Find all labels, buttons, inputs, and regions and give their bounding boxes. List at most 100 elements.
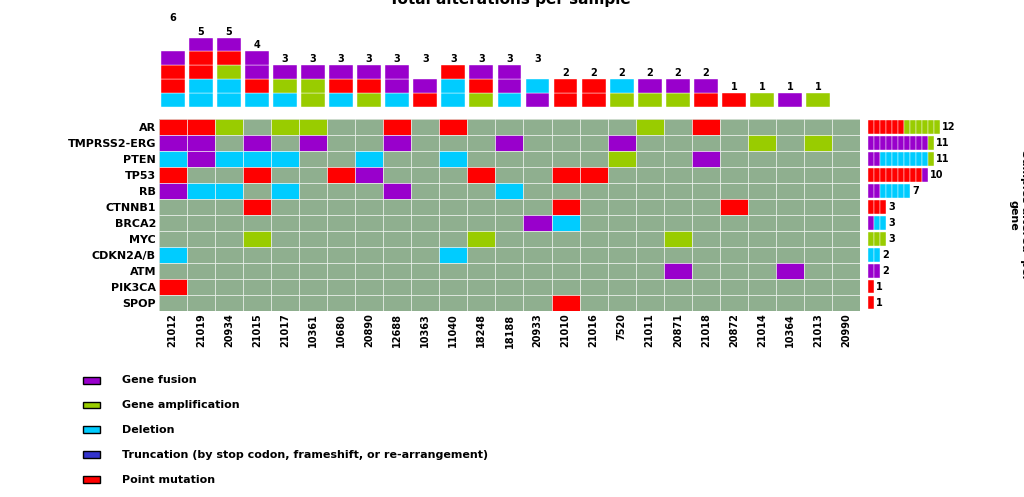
Bar xyxy=(666,93,690,107)
Bar xyxy=(868,136,874,150)
Bar xyxy=(923,136,929,150)
Bar xyxy=(664,119,692,135)
Bar xyxy=(582,79,605,93)
Bar xyxy=(916,136,923,150)
Bar xyxy=(327,183,355,199)
Bar xyxy=(412,135,439,151)
Bar xyxy=(327,231,355,247)
Bar xyxy=(868,184,874,198)
Bar xyxy=(664,151,692,167)
Bar xyxy=(159,215,186,231)
Bar xyxy=(186,263,215,279)
Bar xyxy=(439,231,467,247)
Bar xyxy=(355,183,383,199)
Text: 2: 2 xyxy=(675,68,681,78)
Bar xyxy=(467,167,496,183)
Text: 5: 5 xyxy=(198,26,204,36)
Bar xyxy=(580,215,607,231)
Bar xyxy=(299,295,327,311)
Bar xyxy=(636,151,664,167)
Bar xyxy=(414,93,437,107)
Bar xyxy=(910,153,916,166)
Bar xyxy=(833,183,860,199)
Bar xyxy=(776,295,804,311)
Bar xyxy=(186,167,215,183)
Bar xyxy=(523,279,552,295)
Bar xyxy=(215,183,243,199)
Bar xyxy=(874,136,881,150)
Bar xyxy=(186,295,215,311)
Bar xyxy=(217,38,241,52)
Bar xyxy=(383,119,412,135)
Bar xyxy=(217,93,241,107)
Bar xyxy=(916,153,923,166)
Bar xyxy=(299,279,327,295)
Bar xyxy=(271,215,299,231)
Bar xyxy=(607,183,636,199)
Bar xyxy=(439,215,467,231)
Bar xyxy=(215,167,243,183)
Bar xyxy=(243,183,271,199)
Bar xyxy=(523,151,552,167)
Bar xyxy=(664,295,692,311)
Bar xyxy=(580,199,607,215)
Bar xyxy=(916,168,923,182)
Bar xyxy=(881,153,887,166)
Bar xyxy=(552,231,580,247)
Bar xyxy=(692,231,720,247)
Bar xyxy=(868,120,874,134)
Bar xyxy=(748,119,776,135)
Bar xyxy=(383,135,412,151)
Bar xyxy=(243,247,271,263)
Bar xyxy=(833,135,860,151)
Bar xyxy=(523,183,552,199)
Bar xyxy=(355,135,383,151)
Bar xyxy=(887,168,892,182)
Bar xyxy=(469,79,494,93)
Bar xyxy=(776,231,804,247)
Text: 1: 1 xyxy=(786,82,794,92)
Bar xyxy=(355,263,383,279)
Bar xyxy=(243,167,271,183)
Bar xyxy=(748,135,776,151)
Text: 3: 3 xyxy=(535,54,541,64)
Text: 3: 3 xyxy=(450,54,457,64)
Bar xyxy=(496,247,523,263)
Bar xyxy=(327,247,355,263)
Bar xyxy=(496,231,523,247)
Bar xyxy=(439,247,467,263)
Bar xyxy=(159,247,186,263)
Bar xyxy=(898,120,904,134)
Bar xyxy=(271,167,299,183)
Bar xyxy=(804,231,833,247)
Bar xyxy=(355,199,383,215)
Bar xyxy=(186,279,215,295)
Bar xyxy=(664,279,692,295)
Bar xyxy=(607,263,636,279)
Bar xyxy=(607,119,636,135)
Bar xyxy=(833,295,860,311)
Bar xyxy=(441,93,465,107)
Bar xyxy=(892,136,898,150)
Bar xyxy=(636,199,664,215)
Text: 3: 3 xyxy=(888,218,895,228)
Bar xyxy=(552,135,580,151)
Bar xyxy=(580,279,607,295)
Bar xyxy=(441,79,465,93)
Bar xyxy=(412,263,439,279)
Bar xyxy=(215,263,243,279)
Bar xyxy=(636,183,664,199)
Bar xyxy=(868,168,874,182)
Bar xyxy=(215,135,243,151)
Bar xyxy=(898,184,904,198)
Bar xyxy=(215,119,243,135)
Bar xyxy=(664,231,692,247)
Bar xyxy=(467,215,496,231)
Bar xyxy=(159,263,186,279)
Bar xyxy=(467,183,496,199)
Bar xyxy=(383,151,412,167)
Bar xyxy=(776,263,804,279)
Bar xyxy=(327,279,355,295)
Bar xyxy=(776,199,804,215)
Bar xyxy=(498,93,521,107)
